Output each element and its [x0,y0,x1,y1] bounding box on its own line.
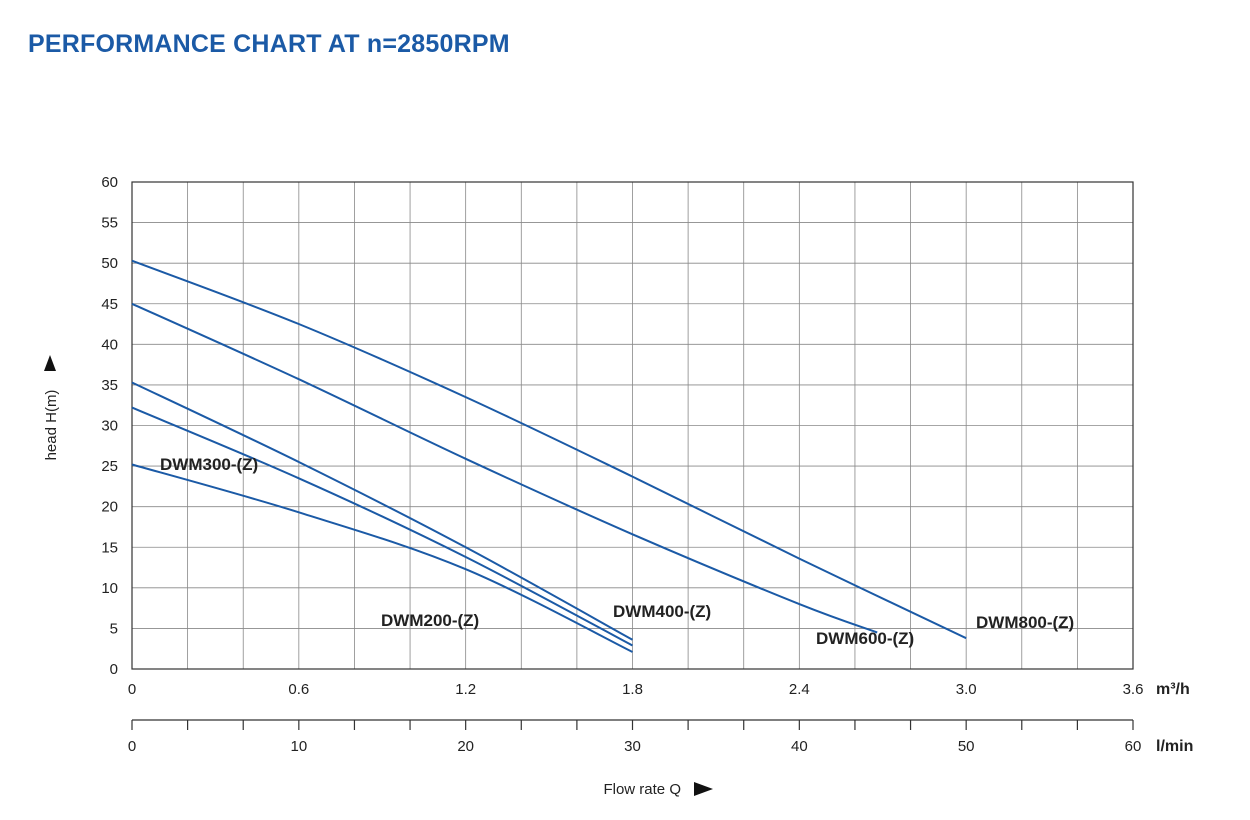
x-tick-label: 3.6 [1123,681,1144,698]
y-tick-label: 55 [101,215,118,232]
series-lines [131,259,967,653]
x2-tick-label: 0 [128,738,136,755]
y-tick-label: 35 [101,377,118,394]
y-tick-label: 60 [101,174,118,191]
x-axis-unit-m3h: m³/h [1156,681,1190,698]
page-title: PERFORMANCE CHART AT n=2850RPM [28,30,510,58]
x2-tick-label: 50 [958,738,975,755]
y-tick-label: 30 [101,418,118,435]
y-tick-label: 45 [101,296,118,313]
x-tick-label: 2.4 [789,681,810,698]
series-line-dwm300-z [131,406,633,647]
plot-frame [131,181,1134,670]
y-tick-label: 40 [101,336,118,353]
series-label-dwm300-z: DWM300-(Z) [160,455,258,474]
x-axis-unit-lmin: l/min [1156,738,1193,755]
series-line-dwm800-z [131,259,967,640]
axes: 0 5 10 15 20 25 30 35 40 45 50 55 60 0 0.6 1.2 1.8 2.4 3.0… [101,174,1143,755]
series-label-dwm400-z: DWM400-(Z) [613,602,711,621]
x-tick-label: 1.8 [622,681,643,698]
y-tick-label: 20 [101,499,118,516]
y-tick-label: 5 [110,620,118,637]
y-tick-label: 25 [101,458,118,475]
y-axis-label: head H(m) [43,390,60,461]
y-tick-label: 50 [101,255,118,272]
grid [132,182,1133,669]
x2-tick-label: 40 [791,738,808,755]
series-label-dwm600-z: DWM600-(Z) [816,629,914,648]
series-label-dwm200-z: DWM200-(Z) [381,611,479,630]
y-tick-label: 10 [101,580,118,597]
y-tick-label: 0 [110,661,118,678]
x-axis-arrow-icon [694,782,713,796]
x2-tick-label: 30 [624,738,641,755]
x-tick-label: 0 [128,681,136,698]
x2-tick-label: 20 [457,738,474,755]
x-tick-label: 0.6 [288,681,309,698]
series-line-dwm400-z [131,381,633,641]
series-line-dwm200-z [131,463,633,653]
y-tick-label: 15 [101,539,118,556]
series-line-dwm600-z [131,302,878,634]
series-label-dwm800-z: DWM800-(Z) [976,613,1074,632]
x-tick-label: 1.2 [455,681,476,698]
x2-tick-label: 60 [1125,738,1142,755]
series-labels: DWM200-(Z) DWM300-(Z) DWM400-(Z) DWM600-(Z)… [160,455,1074,648]
x-axis-label: Flow rate Q [603,781,681,798]
x2-tick-label: 10 [290,738,307,755]
x-tick-label: 3.0 [956,681,977,698]
y-axis-arrow-icon [44,355,56,371]
